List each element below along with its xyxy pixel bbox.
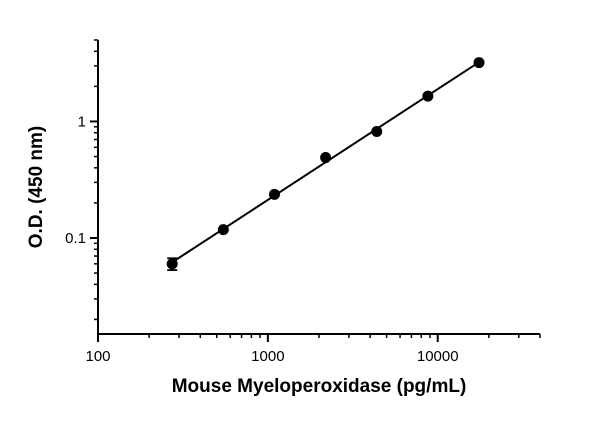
- data-point: [166, 258, 178, 270]
- y-axis-title: O.D. (450 nm): [26, 126, 47, 248]
- data-point: [473, 57, 485, 69]
- data-point: [320, 152, 332, 164]
- x-tick-label: 1000: [251, 348, 284, 365]
- y-tick-label: 0.1: [65, 230, 86, 247]
- data-point: [371, 125, 383, 137]
- data-point: [217, 224, 229, 236]
- x-tick-label: 100: [85, 348, 110, 365]
- x-axis-title: Mouse Myeloperoxidase (pg/mL): [172, 376, 467, 397]
- y-tick-label: 1: [78, 113, 86, 130]
- ticks: 100 1000 10000 0.1 1: [65, 39, 541, 365]
- data-points: [166, 57, 485, 272]
- axes: [97, 40, 540, 335]
- data-point: [268, 188, 280, 200]
- x-tick-label: 10000: [417, 348, 459, 365]
- data-point: [422, 90, 434, 102]
